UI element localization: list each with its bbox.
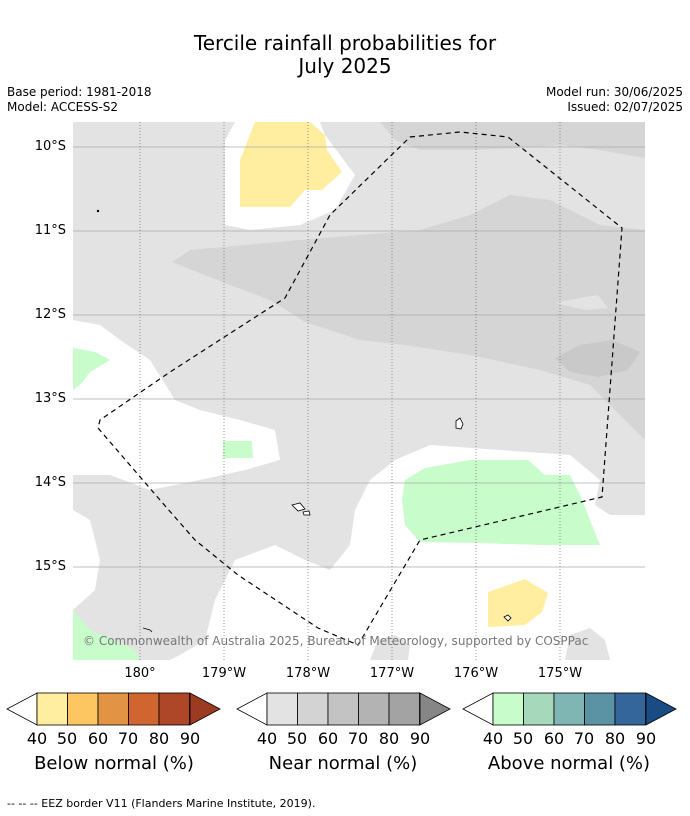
above-normal-40-region-center [223, 441, 253, 458]
colorbar-near-label: 60 [317, 729, 339, 748]
below-normal-40-region-north [240, 122, 342, 207]
colorbar-above-bin-1 [492, 692, 524, 726]
near-normal-40-pocket-bottom2 [370, 635, 410, 660]
colorbar-near-max-arrow [419, 692, 451, 726]
meta-left: Base period: 1981-2018 Model: ACCESS-S2 [7, 85, 152, 115]
meta-right: Model run: 30/06/2025 Issued: 02/07/2025 [546, 85, 683, 115]
colorbar-above-label: 50 [512, 729, 534, 748]
colorbar-above-label: 80 [604, 729, 626, 748]
colorbar-above-title: Above normal (%) [487, 753, 651, 774]
lat-tick-14s: 14°S [34, 475, 66, 490]
colorbar-below-bin-3 [97, 692, 129, 726]
eez-footnote: -- -- -- EEZ border V11 (Flanders Marine… [7, 797, 316, 810]
colorbar-below-label: 80 [148, 729, 170, 748]
colorbar-above-label: 70 [573, 729, 595, 748]
colorbar-below-max-arrow [189, 692, 221, 726]
lon-tick-179w: 179°W [201, 666, 247, 681]
colorbar-above-bin-4 [584, 692, 616, 726]
colorbar-above [462, 692, 677, 726]
colorbar-near-bin-2 [297, 692, 329, 726]
colorbar-below-label: 70 [117, 729, 139, 748]
colorbar-above-bin-3 [553, 692, 585, 726]
colorbar-below-label: 50 [56, 729, 78, 748]
above-normal-40-region-west [73, 348, 110, 390]
lon-tick-180: 180° [124, 666, 156, 681]
island-uvea [455, 417, 464, 430]
lon-tick-177w: 177°W [369, 666, 415, 681]
colorbar-above-label: 40 [482, 729, 504, 748]
copyright-notice: © Commonwealth of Australia 2025, Bureau… [83, 634, 589, 648]
below-normal-40-region-south [488, 579, 548, 627]
colorbar-below-bin-2 [67, 692, 99, 726]
colorbar-below [6, 692, 221, 726]
near-normal-60-region [555, 340, 640, 377]
map-plot-area [73, 122, 645, 660]
island-outlines [96, 209, 512, 633]
latitude-gridlines [73, 146, 645, 568]
island-sw [142, 627, 153, 633]
colorbar-near-label: 70 [347, 729, 369, 748]
lat-tick-11s: 11°S [34, 223, 66, 238]
map-title-line1: Tercile rainfall probabilities for [193, 31, 497, 55]
colorbar-above-label: 60 [543, 729, 565, 748]
lat-tick-10s: 10°S [34, 139, 66, 154]
colorbar-below-bin-5 [158, 692, 190, 726]
model-run: Model run: 30/06/2025 [545, 85, 683, 99]
near-normal-40-pocket [555, 295, 608, 310]
base-period: Base period: 1981-2018 [7, 85, 152, 99]
colorbar-above-bin-5 [614, 692, 646, 726]
colorbar-near [236, 692, 451, 726]
colorbar-below-title: Below normal (%) [34, 753, 194, 774]
above-normal-40-region-sw [73, 610, 140, 660]
lat-tick-12s: 12°S [34, 307, 66, 322]
colorbar-above-bin-2 [523, 692, 555, 726]
island-south [503, 614, 512, 622]
lon-tick-176w: 176°W [453, 666, 499, 681]
colorbar-near-min-arrow [236, 692, 268, 726]
colorbar-near-bin-5 [388, 692, 420, 726]
colorbar-near-bin-1 [266, 692, 298, 726]
island-alofi [302, 510, 311, 516]
colorbar-below-label: 60 [87, 729, 109, 748]
colorbar-near-label: 80 [378, 729, 400, 748]
colorbar-near-bin-3 [327, 692, 359, 726]
near-normal-40-pocket-bottom [565, 628, 610, 660]
island-dot [96, 209, 100, 213]
colorbar-above-min-arrow [462, 692, 494, 726]
colorbar-near-bin-4 [358, 692, 390, 726]
lon-tick-175w: 175°W [537, 666, 583, 681]
issued-date: Issued: 02/07/2025 [567, 100, 683, 114]
colorbar-near-label: 90 [409, 729, 431, 748]
colorbar-below-bin-4 [128, 692, 160, 726]
near-normal-50-region [172, 195, 645, 440]
model-name: Model: ACCESS-S2 [7, 100, 119, 114]
colorbar-near-title: Near normal (%) [268, 753, 418, 774]
lon-tick-178w: 178°W [285, 666, 331, 681]
colorbar-above-label: 90 [635, 729, 657, 748]
above-normal-40-region-east [402, 460, 600, 545]
colorbar-below-label: 40 [26, 729, 48, 748]
island-futuna [291, 502, 306, 512]
colorbar-below-bin-1 [36, 692, 68, 726]
colorbar-below-min-arrow [6, 692, 38, 726]
lat-tick-15s: 15°S [34, 559, 66, 574]
colorbar-near-label: 50 [286, 729, 308, 748]
colorbar-above-max-arrow [645, 692, 677, 726]
lat-tick-13s: 13°S [34, 391, 66, 406]
colorbar-below-label: 90 [179, 729, 201, 748]
map-title-line2: July 2025 [298, 54, 392, 78]
map-title: Tercile rainfall probabilities for July … [0, 32, 690, 78]
colorbar-near-label: 40 [256, 729, 278, 748]
